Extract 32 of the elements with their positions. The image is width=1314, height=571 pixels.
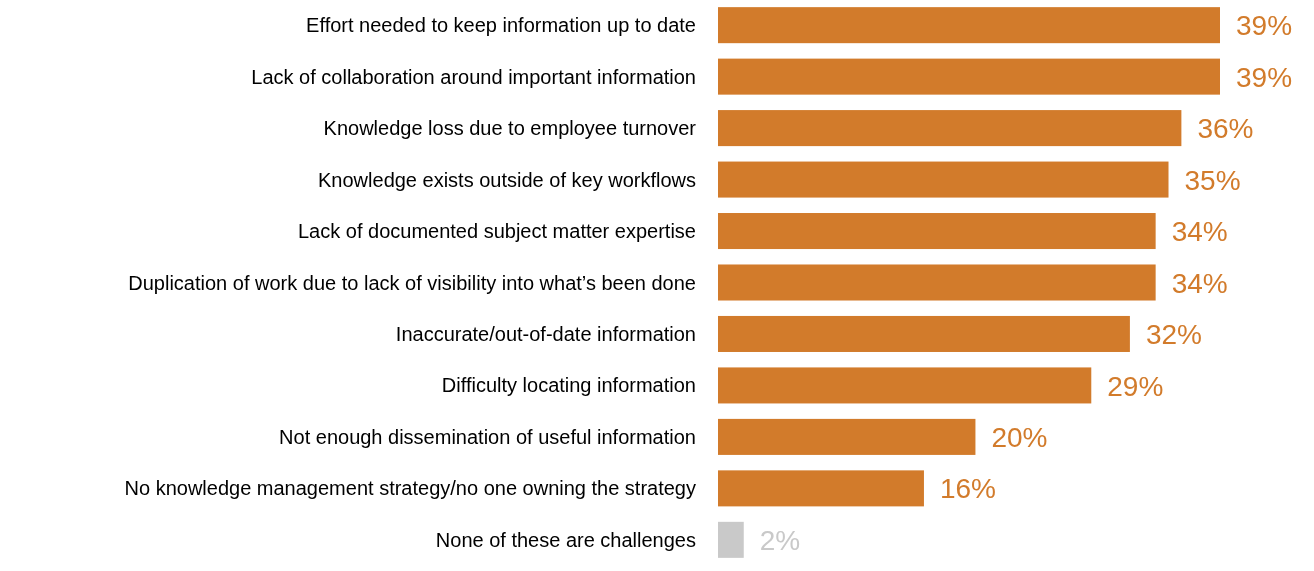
bar — [718, 315, 1130, 352]
bar — [718, 367, 1092, 404]
y-tick-label: Effort needed to keep information up to date — [306, 14, 696, 37]
data-label: 39% — [1236, 10, 1293, 42]
y-tick-label: Lack of collaboration around important information — [251, 65, 696, 88]
bar — [718, 264, 1156, 301]
data-label: 34% — [1171, 267, 1228, 299]
data-label: 16% — [939, 473, 996, 505]
y-tick-label: Knowledge exists outside of key workflows — [318, 168, 696, 191]
y-tick-label: No knowledge management strategy/no one owning the strategy — [124, 477, 696, 500]
y-tick-label: Difficulty locating information — [441, 374, 696, 397]
bar — [718, 418, 976, 455]
bar — [718, 110, 1182, 147]
y-tick-label: Knowledge loss due to employee turnover — [323, 117, 697, 140]
bar — [718, 470, 924, 507]
data-label: 35% — [1184, 164, 1241, 196]
data-label: 32% — [1145, 319, 1202, 351]
data-label: 36% — [1197, 113, 1254, 145]
data-label: 20% — [991, 421, 1048, 453]
bar — [718, 161, 1169, 198]
data-label: 39% — [1236, 61, 1293, 93]
bar — [718, 213, 1156, 250]
data-label: 29% — [1107, 370, 1164, 402]
bar — [718, 7, 1220, 44]
y-tick-label: None of these are challenges — [435, 528, 696, 551]
data-label: 34% — [1171, 216, 1228, 248]
y-tick-label: Not enough dissemination of useful information — [279, 425, 696, 448]
y-tick-label: Duplication of work due to lack of visibility into what’s been done — [128, 271, 696, 294]
bar — [718, 58, 1220, 95]
bar — [718, 521, 744, 558]
y-tick-label: Lack of documented subject matter expertise — [298, 220, 696, 243]
y-tick-label: Inaccurate/out-of-date information — [395, 322, 696, 345]
